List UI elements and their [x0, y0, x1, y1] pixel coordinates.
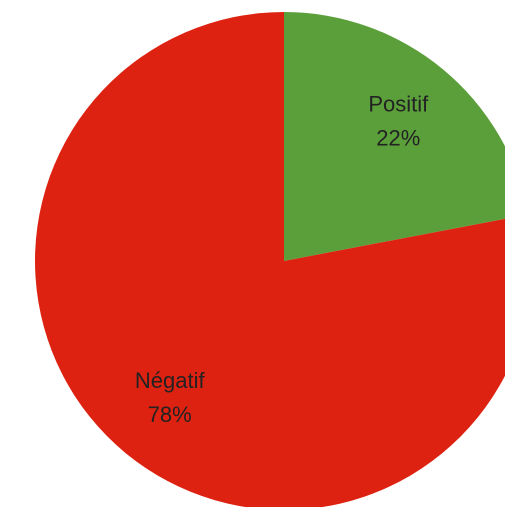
pie-slice [35, 12, 505, 507]
slice-label: Négatif [135, 368, 206, 393]
slice-label: Positif [368, 92, 429, 117]
slice-value-label: 22% [376, 126, 420, 151]
pie-slice [284, 12, 505, 261]
slice-value-label: 78% [148, 402, 192, 427]
